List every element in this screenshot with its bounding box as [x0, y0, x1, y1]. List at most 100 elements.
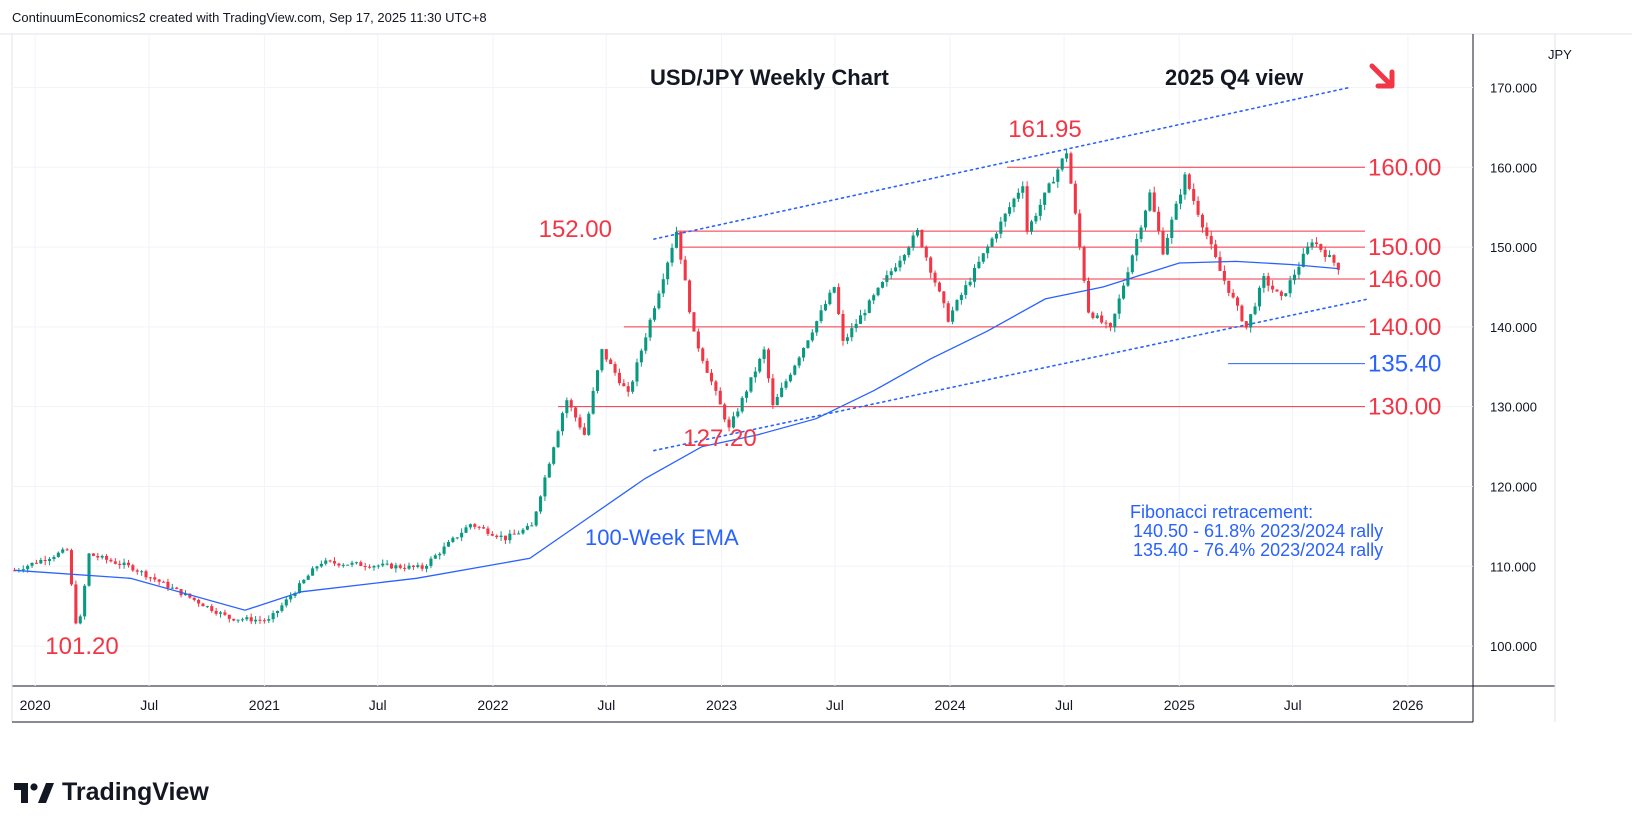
candle-body — [595, 370, 600, 391]
y-tick-label: 120.000 — [1490, 479, 1537, 494]
candle-body — [201, 603, 205, 607]
candle-body — [1034, 215, 1038, 222]
candle-body — [223, 612, 227, 615]
candle-body — [197, 599, 201, 604]
candle-body — [1288, 280, 1292, 294]
candle-body — [999, 221, 1003, 234]
candle-body — [902, 255, 906, 261]
price-annotation: 161.95 — [1008, 116, 1081, 143]
candle-body — [788, 374, 792, 382]
upper-trendline — [653, 86, 1351, 240]
candle-body — [968, 281, 972, 286]
candle-body — [587, 413, 591, 435]
y-tick-label: 170.000 — [1490, 80, 1537, 95]
down-arrow-icon — [1369, 63, 1395, 89]
candle-body — [692, 312, 696, 332]
candle-body — [797, 357, 801, 366]
candle-body — [1249, 314, 1253, 328]
candle-body — [1122, 285, 1126, 299]
y-tick-label: 160.000 — [1490, 160, 1537, 175]
price-annotation: 127.20 — [683, 425, 756, 452]
candle-body — [793, 365, 797, 375]
candle-body — [332, 561, 337, 564]
candle-body — [933, 272, 937, 283]
candle-body — [854, 323, 858, 329]
x-tick-label: Jul — [826, 697, 844, 713]
candle-body — [346, 564, 350, 566]
candle-body — [1200, 214, 1205, 228]
candle-body — [1231, 292, 1235, 298]
candle-body — [530, 525, 534, 527]
x-tick-label: Jul — [1055, 697, 1073, 713]
candle-body — [148, 577, 152, 579]
candle-body — [324, 560, 328, 564]
candle-body — [1069, 153, 1073, 184]
fib-note-line: 135.40 - 76.4% 2023/2024 rally — [1133, 540, 1383, 560]
candle-body — [39, 559, 43, 564]
candle-body — [438, 553, 442, 556]
candle-body — [385, 563, 389, 565]
candle-body — [959, 294, 963, 301]
candle-body — [574, 407, 578, 418]
candle-body — [639, 350, 643, 363]
candle-body — [126, 562, 131, 566]
candle-body — [569, 400, 573, 408]
candle-body — [315, 566, 319, 569]
candle-body — [964, 285, 968, 295]
level-label: 150.00 — [1368, 234, 1441, 261]
candle-body — [183, 593, 188, 596]
candle-body — [144, 571, 148, 578]
candle-body — [297, 583, 301, 594]
candle-body — [679, 231, 683, 260]
level-label: 160.00 — [1368, 154, 1441, 181]
candle-body — [705, 360, 709, 373]
candle-body — [845, 337, 849, 341]
candle-body — [972, 267, 977, 282]
candle-body — [1205, 227, 1209, 236]
candle-body — [363, 565, 367, 567]
candle-body — [1135, 238, 1139, 256]
candle-body — [1060, 158, 1064, 170]
candle-body — [245, 617, 249, 620]
candle-body — [1016, 192, 1020, 199]
x-tick-label: Jul — [597, 697, 615, 713]
tradingview-logo[interactable]: TradingView — [14, 778, 209, 807]
candle-body — [503, 535, 508, 541]
candle-body — [661, 279, 665, 294]
candle-body — [1091, 312, 1095, 318]
candle-body — [157, 579, 161, 582]
candle-body — [1139, 227, 1143, 239]
candle-body — [446, 541, 451, 547]
candle-body — [714, 381, 718, 391]
candle-body — [670, 247, 674, 263]
candle-body — [1214, 244, 1218, 258]
candle-body — [745, 391, 749, 398]
candle-body — [210, 606, 214, 611]
candle-body — [131, 565, 135, 571]
x-tick-label: 2024 — [935, 697, 966, 713]
candle-body — [1218, 257, 1222, 271]
candle-body — [837, 287, 841, 314]
candle-body — [1253, 306, 1257, 315]
candle-body — [280, 605, 284, 611]
chart-title: USD/JPY Weekly Chart — [650, 65, 890, 90]
candle-body — [622, 383, 626, 387]
x-tick-label: 2025 — [1164, 697, 1195, 713]
x-tick-label: 2026 — [1392, 697, 1423, 713]
candle-body — [1113, 313, 1117, 328]
candle-body — [56, 552, 60, 557]
level-label: 130.00 — [1368, 394, 1441, 421]
candle-body — [832, 287, 836, 293]
y-tick-label: 130.000 — [1490, 400, 1537, 415]
candle-body — [937, 282, 941, 292]
candle-body — [1043, 192, 1047, 205]
candle-body — [648, 319, 652, 338]
candle-body — [135, 570, 139, 572]
candle-body — [442, 546, 446, 554]
candle-body — [775, 396, 779, 406]
candle-body — [1086, 280, 1091, 313]
candle-body — [1174, 203, 1178, 220]
candle-body — [236, 619, 240, 621]
